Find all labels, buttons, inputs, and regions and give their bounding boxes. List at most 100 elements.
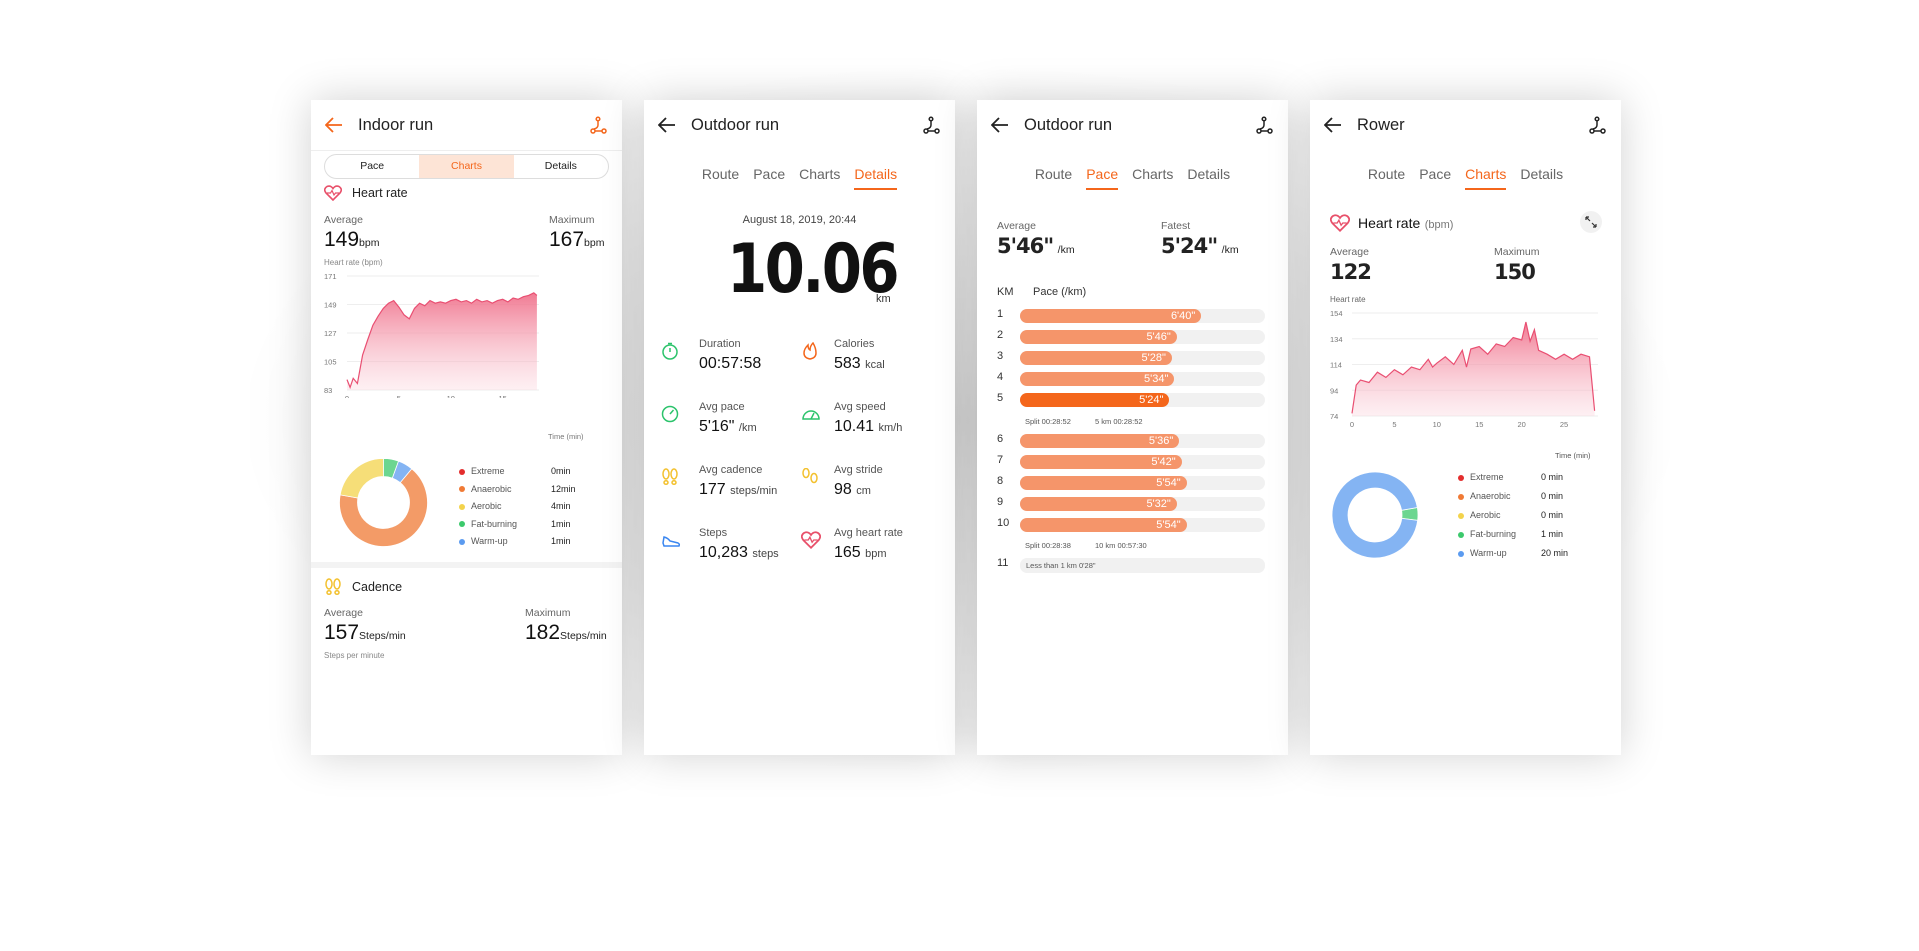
back-arrow-icon[interactable] [1324, 117, 1342, 133]
cadence-max-label: Maximum [525, 607, 571, 619]
stat-label: Duration [699, 338, 741, 350]
x-tick-label: 25 [1560, 420, 1568, 429]
tab-details[interactable]: Details [854, 166, 898, 190]
stat-value: 583 kcal [834, 355, 885, 373]
y-tick-label: 114 [1330, 361, 1342, 370]
heart-rate-line [1351, 321, 1596, 414]
cadence-max: 182Steps/min [525, 621, 607, 645]
legend-label: Aerobic [1470, 510, 1501, 520]
tab-pace[interactable]: Pace [1086, 166, 1119, 190]
legend-item: Anaerobic [459, 484, 512, 494]
route-icon[interactable] [1588, 116, 1607, 135]
legend-value: 20 min [1541, 548, 1569, 558]
back-arrow-icon[interactable] [991, 117, 1009, 133]
route-icon[interactable] [922, 116, 941, 135]
axis-title: Heart rate (bpm) [324, 258, 383, 267]
segment-charts[interactable]: Charts [419, 155, 514, 178]
back-arrow-icon[interactable] [658, 117, 676, 133]
legend-item: Extreme [1458, 472, 1504, 482]
cadence-axis-title: Steps per minute [324, 651, 385, 660]
split-pace-label: 5'54" [1156, 519, 1181, 531]
tab-bar: Route Pace Charts Details [1310, 166, 1621, 190]
avg-pace-unit: /km [1057, 244, 1075, 256]
segment-details[interactable]: Details [544, 160, 577, 172]
legend-dot [1458, 550, 1464, 557]
page-title: Indoor run [358, 116, 434, 134]
split-km-label: 8 [997, 475, 1004, 487]
tab-charts[interactable]: Charts [1465, 166, 1507, 190]
split-bar: 5'36" [1020, 434, 1180, 448]
stat-label: Avg heart rate [834, 527, 903, 539]
split-bar: 5'32" [1020, 497, 1177, 511]
avg-pace-unit: /km [738, 422, 757, 434]
avg-label: Average [324, 214, 363, 226]
route-icon[interactable] [1255, 116, 1274, 135]
split-bar: 5'24" [1020, 393, 1170, 407]
distance-unit: km [876, 293, 891, 305]
donut-slice [339, 468, 428, 547]
fastest-pace-unit: /km [1221, 244, 1239, 256]
avg-speed-value: 10.41 [834, 418, 875, 435]
distance-value: 10.06 [727, 230, 900, 309]
tab-route[interactable]: Route [701, 166, 740, 182]
tab-pace[interactable]: Pace [753, 166, 786, 182]
tab-charts[interactable]: Charts [799, 166, 841, 182]
split-pace-label: 5'28" [1141, 352, 1166, 364]
y-tick-label: 134 [1330, 335, 1343, 344]
split-pace-label: 5'24" [1139, 394, 1164, 406]
cadence-avg: 157Steps/min [324, 621, 406, 645]
split-bar-track: 5'54" [1020, 518, 1265, 532]
expand-button[interactable] [1580, 211, 1602, 233]
split-bar-track: 5'42" [1020, 455, 1265, 469]
legend-label: Warm-up [471, 536, 508, 546]
tab-pace[interactable]: Pace [1419, 166, 1452, 182]
legend-label: Extreme [471, 466, 505, 476]
avg-heart-rate: 149bpm [324, 228, 379, 252]
stat-label: Avg pace [699, 401, 745, 413]
split-note: Split 00:28:52 [1025, 417, 1071, 426]
page-title: Rower [1357, 116, 1405, 134]
tab-route[interactable]: Route [1367, 166, 1406, 182]
stride-icon [802, 468, 818, 484]
tab-charts[interactable]: Charts [1132, 166, 1174, 182]
screen-outdoor-run-pace: Outdoor run Route Pace Charts Details Avera… [977, 100, 1288, 755]
max-heart-rate: 167bpm [549, 228, 604, 252]
cadence-avg-value: 157 [324, 621, 360, 644]
max-label: Maximum [549, 214, 595, 226]
tab-bar: Route Pace Charts Details [644, 166, 955, 190]
segment-pace[interactable]: Pace [360, 160, 385, 172]
top-bar: Outdoor run [644, 100, 955, 150]
section-unit: (bpm) [1424, 219, 1454, 231]
route-icon[interactable] [589, 116, 608, 135]
avg-pace: 5'46" /km [997, 234, 1075, 258]
x-axis-label: Time (min) [548, 432, 584, 441]
page-title: Outdoor run [1024, 116, 1113, 134]
split-bar: 5'46" [1020, 330, 1177, 344]
y-tick-label: 127 [324, 329, 337, 338]
footprints-icon [662, 468, 678, 486]
split-km-label: 4 [997, 371, 1004, 383]
tab-details[interactable]: Details [1187, 166, 1231, 182]
split-km-label: 6 [997, 433, 1004, 445]
split-note: Split 00:28:38 [1025, 541, 1071, 550]
split-bar-track: 5'28" [1020, 351, 1265, 365]
stat-value: 98 cm [834, 481, 871, 499]
legend-item: Warm-up [459, 536, 508, 546]
legend-dot [459, 503, 465, 510]
top-bar: Rower [1310, 100, 1621, 150]
x-tick-label: 0 [345, 394, 349, 398]
stat-value: 00:57:58 [699, 355, 761, 373]
tab-details[interactable]: Details [1520, 166, 1564, 182]
calories-unit: kcal [865, 359, 885, 371]
stopwatch-icon [662, 342, 678, 360]
stat-label: Steps [699, 527, 728, 539]
legend-dot [459, 486, 465, 493]
section-divider [311, 562, 622, 568]
heart-rate-chart: 74 94 114 134 154 0 5 10 15 20 25 [1330, 309, 1598, 429]
legend-value: 0 min [1541, 510, 1564, 520]
avg-stride-unit: cm [856, 485, 871, 497]
back-arrow-icon[interactable] [325, 117, 343, 133]
calories-value: 583 [834, 355, 861, 372]
tab-route[interactable]: Route [1034, 166, 1073, 182]
donut-slice [339, 458, 384, 499]
